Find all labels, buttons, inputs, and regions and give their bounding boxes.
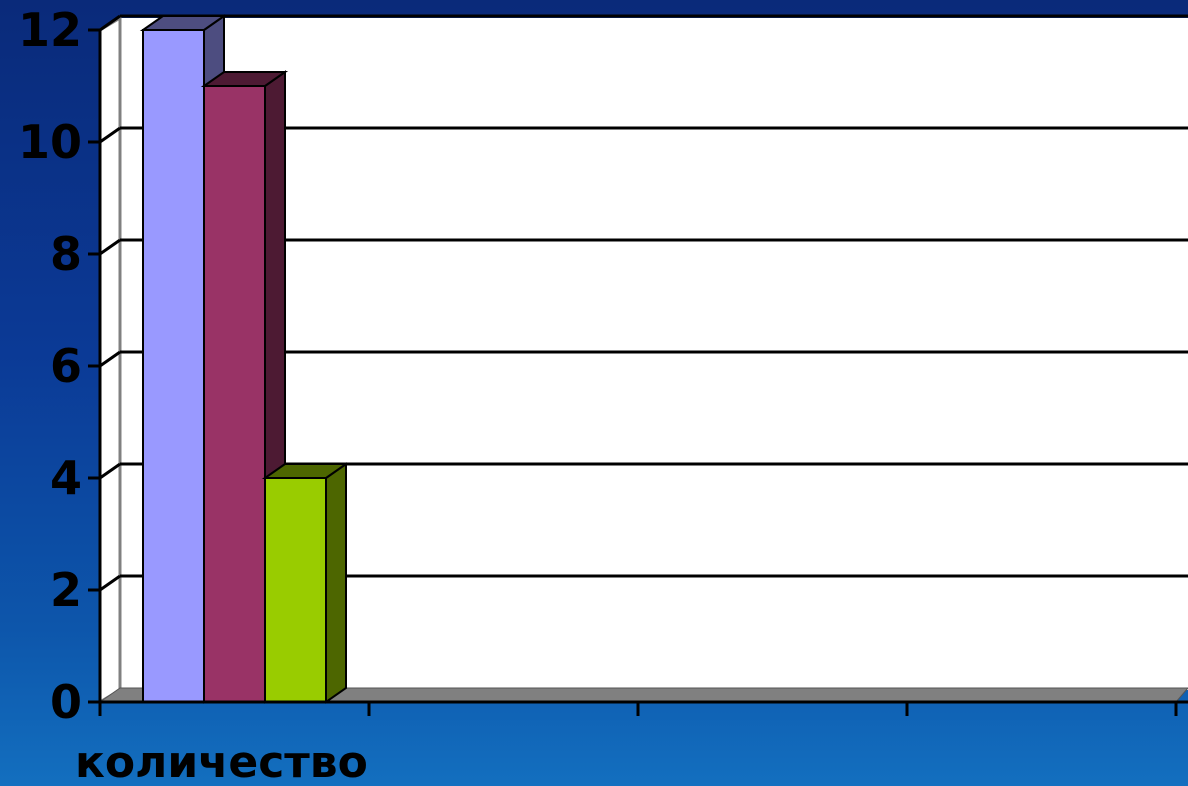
y-tick-label: 10 bbox=[18, 115, 82, 169]
y-tick-label: 0 bbox=[50, 675, 82, 729]
gridline bbox=[99, 574, 121, 592]
y-tick-label: 4 bbox=[50, 451, 82, 505]
x-axis-ticks bbox=[98, 702, 1178, 716]
y-tick-label: 6 bbox=[50, 339, 82, 393]
bar-front bbox=[264, 477, 327, 703]
y-axis-ticks: 0 2 4 6 8 10 12 bbox=[18, 3, 100, 729]
bar-series-3 bbox=[261, 462, 350, 704]
gridline bbox=[99, 14, 121, 32]
gridline bbox=[99, 238, 121, 256]
plot-area-back-wall bbox=[120, 18, 1188, 690]
y-tick-label: 2 bbox=[50, 563, 82, 617]
category-label: количество bbox=[75, 737, 368, 786]
gridline bbox=[99, 126, 121, 144]
y-tick-label: 8 bbox=[50, 227, 82, 281]
bar-side bbox=[325, 462, 347, 704]
gridline bbox=[99, 462, 121, 480]
y-tick-label: 12 bbox=[18, 3, 82, 57]
gridline bbox=[99, 350, 121, 368]
bar-front bbox=[203, 85, 266, 703]
bar-front bbox=[142, 29, 205, 703]
